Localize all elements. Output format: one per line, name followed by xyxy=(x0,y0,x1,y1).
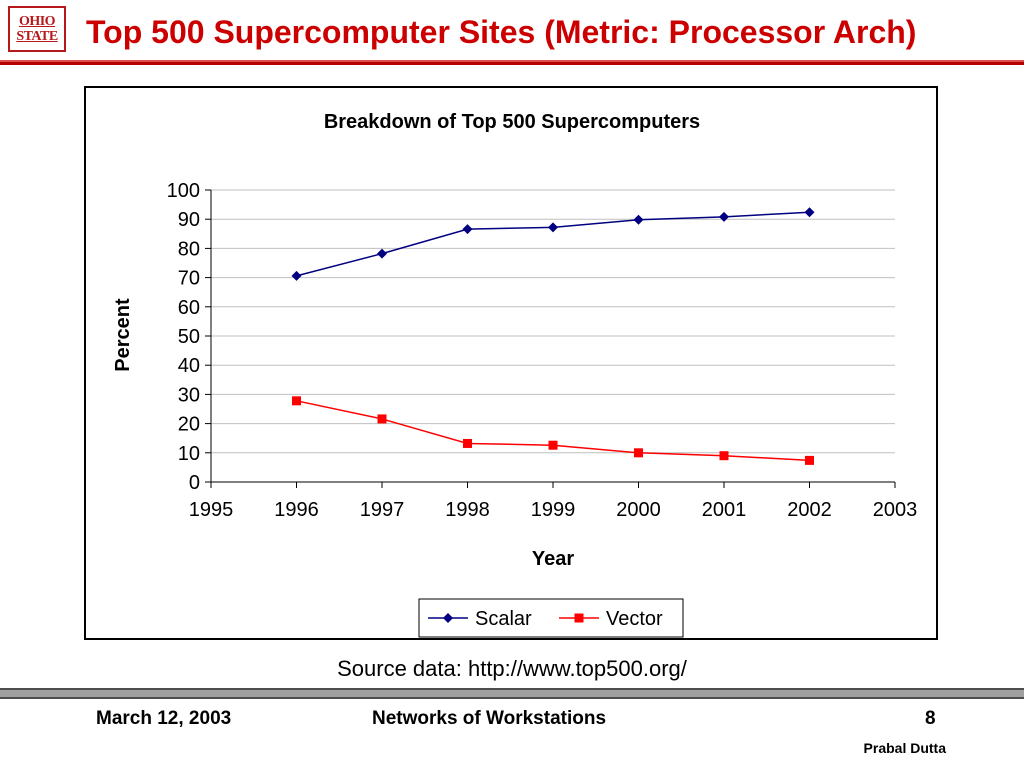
legend-label: Scalar xyxy=(475,608,532,630)
legend-label: Vector xyxy=(606,608,663,630)
data-point xyxy=(719,211,729,222)
series-line xyxy=(296,400,810,462)
y-tick-label: 30 xyxy=(178,384,200,406)
series-line xyxy=(296,211,810,277)
data-series xyxy=(291,207,815,465)
data-point xyxy=(462,224,473,235)
x-tick-label: 1997 xyxy=(360,499,405,521)
legend: Scalar Vector xyxy=(418,598,684,638)
legend-swatch-marker xyxy=(443,613,453,623)
y-tick-label: 60 xyxy=(178,297,200,319)
y-tick-label: 20 xyxy=(178,414,200,436)
data-point xyxy=(633,214,644,225)
footer-page-number: 8 xyxy=(925,708,936,729)
y-tick-label: 90 xyxy=(178,209,200,231)
logo-line-2: STATE xyxy=(16,29,58,44)
legend-swatch-marker xyxy=(574,613,584,623)
slide-title: Top 500 Supercomputer Sites (Metric: Pro… xyxy=(86,14,917,50)
footer-divider xyxy=(0,688,1024,699)
title-divider xyxy=(0,60,1024,65)
y-tick-label: 0 xyxy=(189,472,200,494)
y-tick-label: 50 xyxy=(178,326,200,348)
x-tick-label: 1998 xyxy=(445,499,490,521)
data-point xyxy=(377,414,387,424)
data-point xyxy=(463,438,472,448)
series-vector xyxy=(292,396,814,465)
data-point xyxy=(548,222,558,233)
chart-title: Breakdown of Top 500 Supercomputers xyxy=(324,111,700,133)
data-point xyxy=(634,448,643,458)
x-tick-label: 1999 xyxy=(531,499,576,521)
axes xyxy=(205,189,896,488)
gridlines xyxy=(211,189,895,454)
footer-author: Prabal Dutta xyxy=(863,740,946,756)
y-tick-label: 70 xyxy=(178,268,200,290)
footer-date: March 12, 2003 xyxy=(96,708,232,729)
data-point xyxy=(719,451,729,461)
series-scalar xyxy=(291,207,815,281)
x-tick-label: 1995 xyxy=(189,499,234,521)
y-axis-label: Percent xyxy=(112,298,134,372)
data-point xyxy=(805,455,814,465)
source-note: Source data: http://www.top500.org/ xyxy=(337,656,687,681)
data-point xyxy=(377,248,387,259)
footer-course: Networks of Workstations xyxy=(372,708,607,729)
x-tick-label: 2003 xyxy=(873,499,918,521)
logo-line-1: OHIO xyxy=(18,14,56,29)
data-point xyxy=(292,396,301,406)
data-point xyxy=(291,270,302,281)
y-tick-label: 40 xyxy=(178,355,200,377)
y-tick-label: 10 xyxy=(178,443,200,465)
x-tick-label: 2000 xyxy=(616,499,661,521)
y-tick-labels: 0 10 20 30 40 50 60 70 80 90 100 xyxy=(167,180,200,494)
x-axis-label: Year xyxy=(532,548,574,570)
x-tick-label: 2002 xyxy=(787,499,832,521)
chart-container: Breakdown of Top 500 Supercomputers Perc… xyxy=(84,86,938,640)
x-tick-labels: 1995 1996 1997 1998 1999 2000 2001 2002 2003 xyxy=(189,499,918,521)
ohio-state-logo: OHIO STATE xyxy=(8,6,66,52)
x-tick-label: 2001 xyxy=(702,499,747,521)
y-tick-label: 100 xyxy=(167,180,200,202)
y-tick-label: 80 xyxy=(178,238,200,260)
data-point xyxy=(548,440,558,450)
x-tick-label: 1996 xyxy=(274,499,319,521)
data-point xyxy=(804,207,815,218)
line-chart: Breakdown of Top 500 Supercomputers Perc… xyxy=(112,111,918,638)
